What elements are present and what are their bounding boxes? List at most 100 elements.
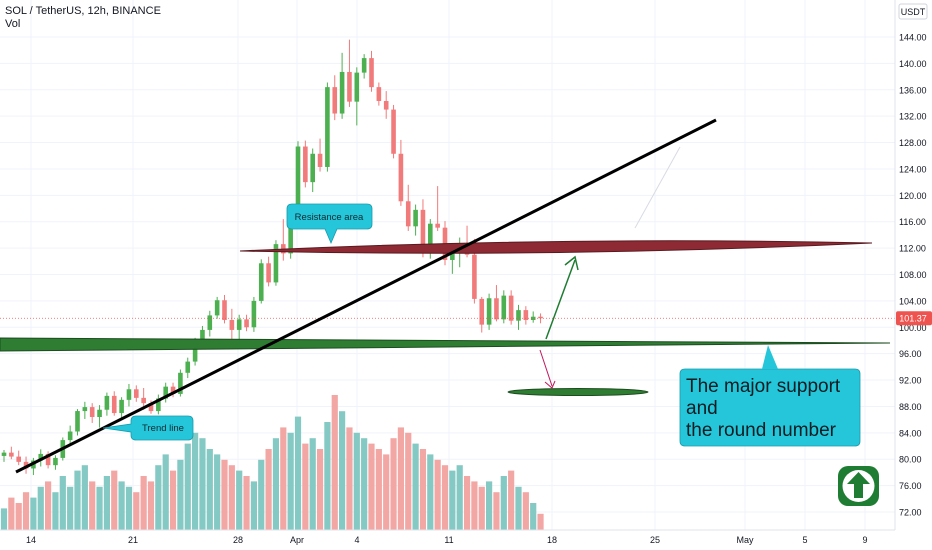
volume-bar xyxy=(478,486,485,530)
down-arrow-head xyxy=(544,380,556,389)
candle-body xyxy=(222,300,227,321)
price-axis[interactable]: USDT 144.00 140.00 136.00 132.00 128.00 124.00… xyxy=(894,0,932,550)
candle-body xyxy=(111,395,117,414)
x-tick-label: 5 xyxy=(802,535,807,545)
volume-bar xyxy=(272,438,280,530)
volume-bar xyxy=(522,492,529,530)
volume-bar xyxy=(199,438,206,530)
candle-body xyxy=(75,411,80,432)
candle-body xyxy=(494,298,499,320)
volume-bar xyxy=(250,481,257,530)
candle-body xyxy=(516,310,521,321)
candle-body xyxy=(192,341,198,362)
candle-body xyxy=(258,263,264,301)
candle-body xyxy=(413,209,418,227)
time-axis[interactable]: 14 21 28 Apr 4 11 18 25 May 5 9 xyxy=(0,529,895,545)
volume-indicator-label[interactable]: Vol xyxy=(5,18,21,30)
last-price-tag xyxy=(896,311,932,326)
volume-bar xyxy=(463,476,471,530)
badge-arrow xyxy=(847,472,870,498)
volume-bar xyxy=(368,443,375,530)
candle-body xyxy=(244,319,249,328)
candle-body xyxy=(156,398,161,412)
candle-body xyxy=(383,100,389,110)
volume-bar xyxy=(302,443,309,530)
support-callout-line3: the round number xyxy=(686,420,837,441)
long-idea-arrow-icon[interactable] xyxy=(838,466,879,506)
volume-bar xyxy=(236,470,243,530)
volume-bar xyxy=(353,432,360,530)
volume-bar xyxy=(111,470,118,530)
candle-body xyxy=(104,395,110,410)
candle-body xyxy=(523,310,529,321)
drawing-overlay: Resistance area Trend line The major suppo… xyxy=(0,118,895,506)
y-tick-label: 124.00 xyxy=(899,164,927,174)
x-tick-label: 14 xyxy=(26,535,36,545)
volume-bar xyxy=(500,476,507,530)
volume-bar xyxy=(508,470,515,530)
candle-body xyxy=(200,329,205,342)
volume-bar xyxy=(125,486,133,530)
y-tick-label: 92.00 xyxy=(899,376,922,386)
volume-bar xyxy=(280,427,287,530)
volume-bar xyxy=(30,497,37,530)
candle-body xyxy=(501,295,507,320)
x-tick-label: 9 xyxy=(862,535,867,545)
support-callout-line1: The major support xyxy=(686,376,841,397)
grid xyxy=(0,0,895,530)
volume-bar xyxy=(96,486,103,530)
y-tick-label: 112.00 xyxy=(899,244,926,254)
volume-bar xyxy=(346,427,353,530)
candle-body xyxy=(134,389,139,398)
candle-body xyxy=(185,361,191,373)
trend-callout xyxy=(102,415,194,441)
y-tick-label: 80.00 xyxy=(899,455,922,465)
volume-bar xyxy=(383,454,390,530)
resistance-band xyxy=(239,240,873,254)
candle-body xyxy=(214,300,220,316)
candle-body xyxy=(97,409,102,417)
candle-body xyxy=(9,452,14,457)
volume-bar xyxy=(89,481,96,530)
candle-body xyxy=(310,153,315,183)
x-tick-label: Apr xyxy=(290,535,304,545)
volume-bar xyxy=(67,486,74,530)
candle-body xyxy=(16,456,21,462)
up-arrow-head xyxy=(564,255,579,271)
candle-body xyxy=(339,71,345,114)
volume-bar xyxy=(449,470,456,530)
volume-bar xyxy=(214,454,221,530)
faint-line xyxy=(634,146,681,229)
candle-body xyxy=(317,153,323,167)
volume-bar xyxy=(361,438,368,530)
volume-bar xyxy=(331,395,338,530)
volume-bar xyxy=(177,459,184,530)
y-tick-label: 76.00 xyxy=(899,481,922,491)
volume-bar xyxy=(537,513,544,530)
candle-body xyxy=(251,300,257,328)
candle-body xyxy=(1,452,7,456)
volume-bar xyxy=(265,449,272,530)
volume-bar xyxy=(52,492,59,530)
y-tick-label: 116.00 xyxy=(899,217,926,227)
candle-body xyxy=(508,295,514,321)
symbol-title[interactable]: SOL / TetherUS, 12h, BINANCE xyxy=(5,5,161,17)
currency-label: USDT xyxy=(901,7,926,17)
candle-body xyxy=(325,87,330,167)
volume-bar xyxy=(316,449,324,530)
volume-bar xyxy=(0,508,8,530)
volume-bar xyxy=(375,449,382,530)
x-tick-label: 25 xyxy=(650,535,660,545)
candle-body xyxy=(538,316,543,319)
candle-body xyxy=(207,315,213,330)
candle-body xyxy=(178,372,183,394)
y-tick-label: 108.00 xyxy=(899,270,927,280)
volume-bar xyxy=(287,432,294,530)
y-tick-label: 128.00 xyxy=(899,138,927,148)
candle-body xyxy=(119,399,124,414)
volume-bar xyxy=(243,476,250,530)
volume-bar xyxy=(140,476,147,530)
volume-bar xyxy=(118,481,125,530)
volume-bar xyxy=(434,459,441,530)
